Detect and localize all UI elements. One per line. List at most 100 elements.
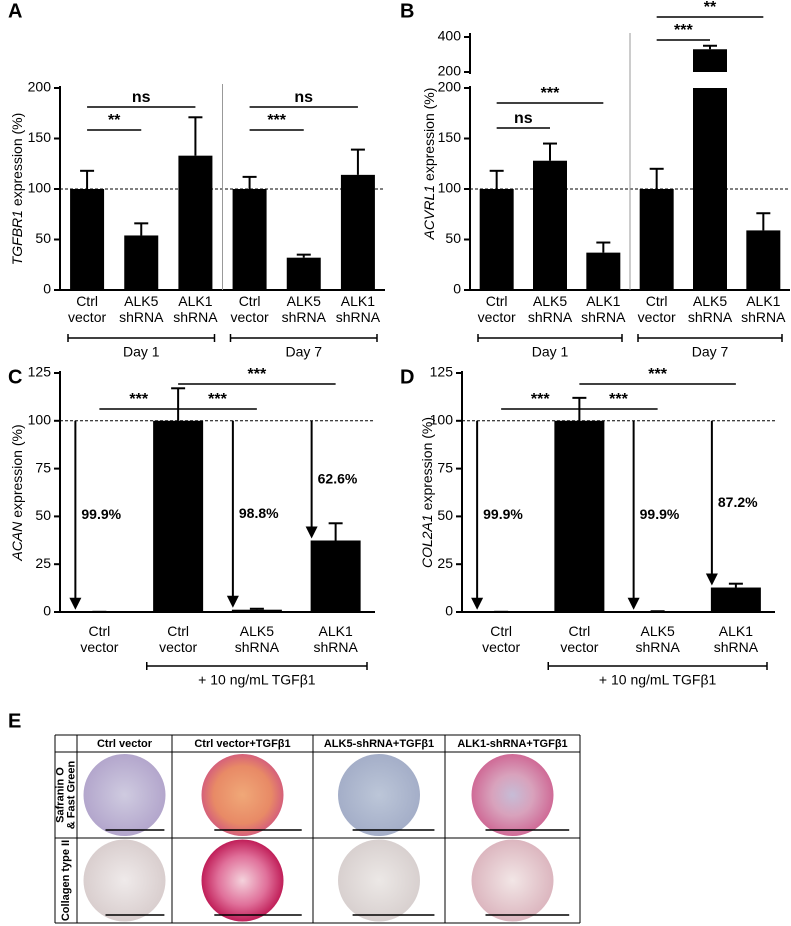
group-label: Day 1 xyxy=(532,344,569,360)
x-tick-line: vector xyxy=(560,639,598,655)
y-tick-label: 0 xyxy=(43,281,51,297)
x-tick-label: Ctrl vector xyxy=(638,293,676,325)
x-tick-line: shRNA xyxy=(336,309,381,325)
tissue-image xyxy=(83,839,166,922)
significance-label: ** xyxy=(704,0,717,16)
group-label: Day 7 xyxy=(692,344,729,360)
x-tick-label: Ctrl vector xyxy=(482,623,520,655)
y-tick-label: 100 xyxy=(438,180,462,196)
x-tick-label: ALK1 shRNA xyxy=(336,293,381,325)
x-tick-label: ALK1 shRNA xyxy=(581,293,626,325)
bar xyxy=(639,189,674,290)
y-tick-label: 0 xyxy=(453,281,461,297)
x-tick-label: Ctrl vector xyxy=(80,623,118,655)
arrow-head xyxy=(226,595,239,608)
tissue-image xyxy=(83,754,166,836)
x-tick-label: Ctrl vector xyxy=(68,293,106,325)
significance-label: *** xyxy=(531,391,550,408)
y-axis-label: ACVRL1 expression (%) xyxy=(421,88,437,241)
x-tick-label: ALK1 shRNA xyxy=(741,293,786,325)
y-axis-text: expression (%) xyxy=(9,424,25,517)
x-tick-line: shRNA xyxy=(282,309,327,325)
column-header: ALK5-shRNA+TGFβ1 xyxy=(324,738,434,750)
y-tick-label: 0 xyxy=(445,603,453,619)
y-tick-label: 100 xyxy=(430,412,454,428)
x-tick-line: shRNA xyxy=(635,639,680,655)
arrow-label: 99.9% xyxy=(640,506,680,522)
x-tick-line: Ctrl xyxy=(239,293,261,309)
x-tick-line: shRNA xyxy=(313,639,358,655)
x-tick-line: shRNA xyxy=(688,309,733,325)
bar xyxy=(232,189,267,290)
column-header: ALK1-shRNA+TGFβ1 xyxy=(457,738,567,750)
panel-label: E xyxy=(8,710,21,732)
y-axis-label: TGFBR1 expression (%) xyxy=(9,113,25,266)
arrow-label: 62.6% xyxy=(318,470,358,486)
tissue-image xyxy=(201,839,284,922)
y-axis-text: expression (%) xyxy=(421,88,437,181)
y-tick-label: 200 xyxy=(438,79,462,95)
y-tick-label: 400 xyxy=(438,28,462,44)
panel-label: A xyxy=(8,0,22,22)
arrow-label: 99.9% xyxy=(483,506,523,522)
x-tick-line: shRNA xyxy=(581,309,626,325)
group-label: Day 7 xyxy=(285,344,322,360)
bar xyxy=(178,155,213,290)
x-tick-label: ALK5 shRNA xyxy=(235,623,280,655)
significance-label: ns xyxy=(294,89,313,106)
x-tick-line: Ctrl xyxy=(490,623,512,639)
group-label: Day 1 xyxy=(123,344,160,360)
row-header: Collagen type II xyxy=(60,840,72,921)
x-tick-line: ALK1 xyxy=(746,293,780,309)
significance-label: ** xyxy=(108,112,121,129)
bar xyxy=(554,420,605,612)
x-tick-line: vector xyxy=(159,639,197,655)
x-tick-line: vector xyxy=(80,639,118,655)
tissue-image xyxy=(201,754,284,836)
y-axis-gene: TGFBR1 xyxy=(9,210,25,265)
y-tick-label: 50 xyxy=(35,507,51,523)
significance-label: *** xyxy=(208,391,227,408)
y-axis-label: COL2A1 expression (%) xyxy=(419,417,435,568)
bar xyxy=(124,235,159,290)
x-tick-label: ALK5 shRNA xyxy=(282,293,327,325)
x-tick-line: Ctrl xyxy=(646,293,668,309)
y-tick-label: 150 xyxy=(28,129,52,145)
x-tick-label: Ctrl vector xyxy=(231,293,269,325)
x-tick-label: ALK5 shRNA xyxy=(528,293,573,325)
x-tick-label: ALK5 shRNA xyxy=(688,293,733,325)
x-tick-line: shRNA xyxy=(714,639,759,655)
y-axis-gene: ACAN xyxy=(9,521,25,562)
bar xyxy=(746,230,781,290)
y-tick-label: 200 xyxy=(28,79,52,95)
x-tick-line: Ctrl xyxy=(76,293,98,309)
bar xyxy=(340,174,375,290)
x-tick-line: ALK1 xyxy=(719,623,753,639)
x-tick-line: Ctrl xyxy=(568,623,590,639)
significance-label: *** xyxy=(609,391,628,408)
x-tick-line: shRNA xyxy=(119,309,164,325)
y-tick-label: 125 xyxy=(430,364,454,380)
x-tick-label: Ctrl vector xyxy=(159,623,197,655)
y-tick-label: 200 xyxy=(438,63,462,79)
significance-label: *** xyxy=(248,366,267,383)
y-tick-label: 125 xyxy=(28,364,52,380)
x-tick-line: ALK1 xyxy=(178,293,212,309)
y-axis-text: expression (%) xyxy=(419,417,435,510)
x-tick-line: ALK1 xyxy=(341,293,375,309)
bar xyxy=(533,160,567,290)
x-tick-line: Ctrl xyxy=(167,623,189,639)
x-tick-line: vector xyxy=(478,309,516,325)
panel-label: B xyxy=(400,0,414,22)
x-tick-label: ALK1 shRNA xyxy=(313,623,358,655)
y-tick-label: 0 xyxy=(43,603,51,619)
arrow-head xyxy=(69,597,82,610)
bar xyxy=(231,609,282,612)
y-tick-label: 75 xyxy=(35,459,51,475)
arrow-head xyxy=(627,597,640,610)
y-tick-label: 100 xyxy=(28,412,52,428)
significance-label: *** xyxy=(648,366,667,383)
significance-label: *** xyxy=(541,85,560,102)
arrow-label: 99.9% xyxy=(81,506,121,522)
